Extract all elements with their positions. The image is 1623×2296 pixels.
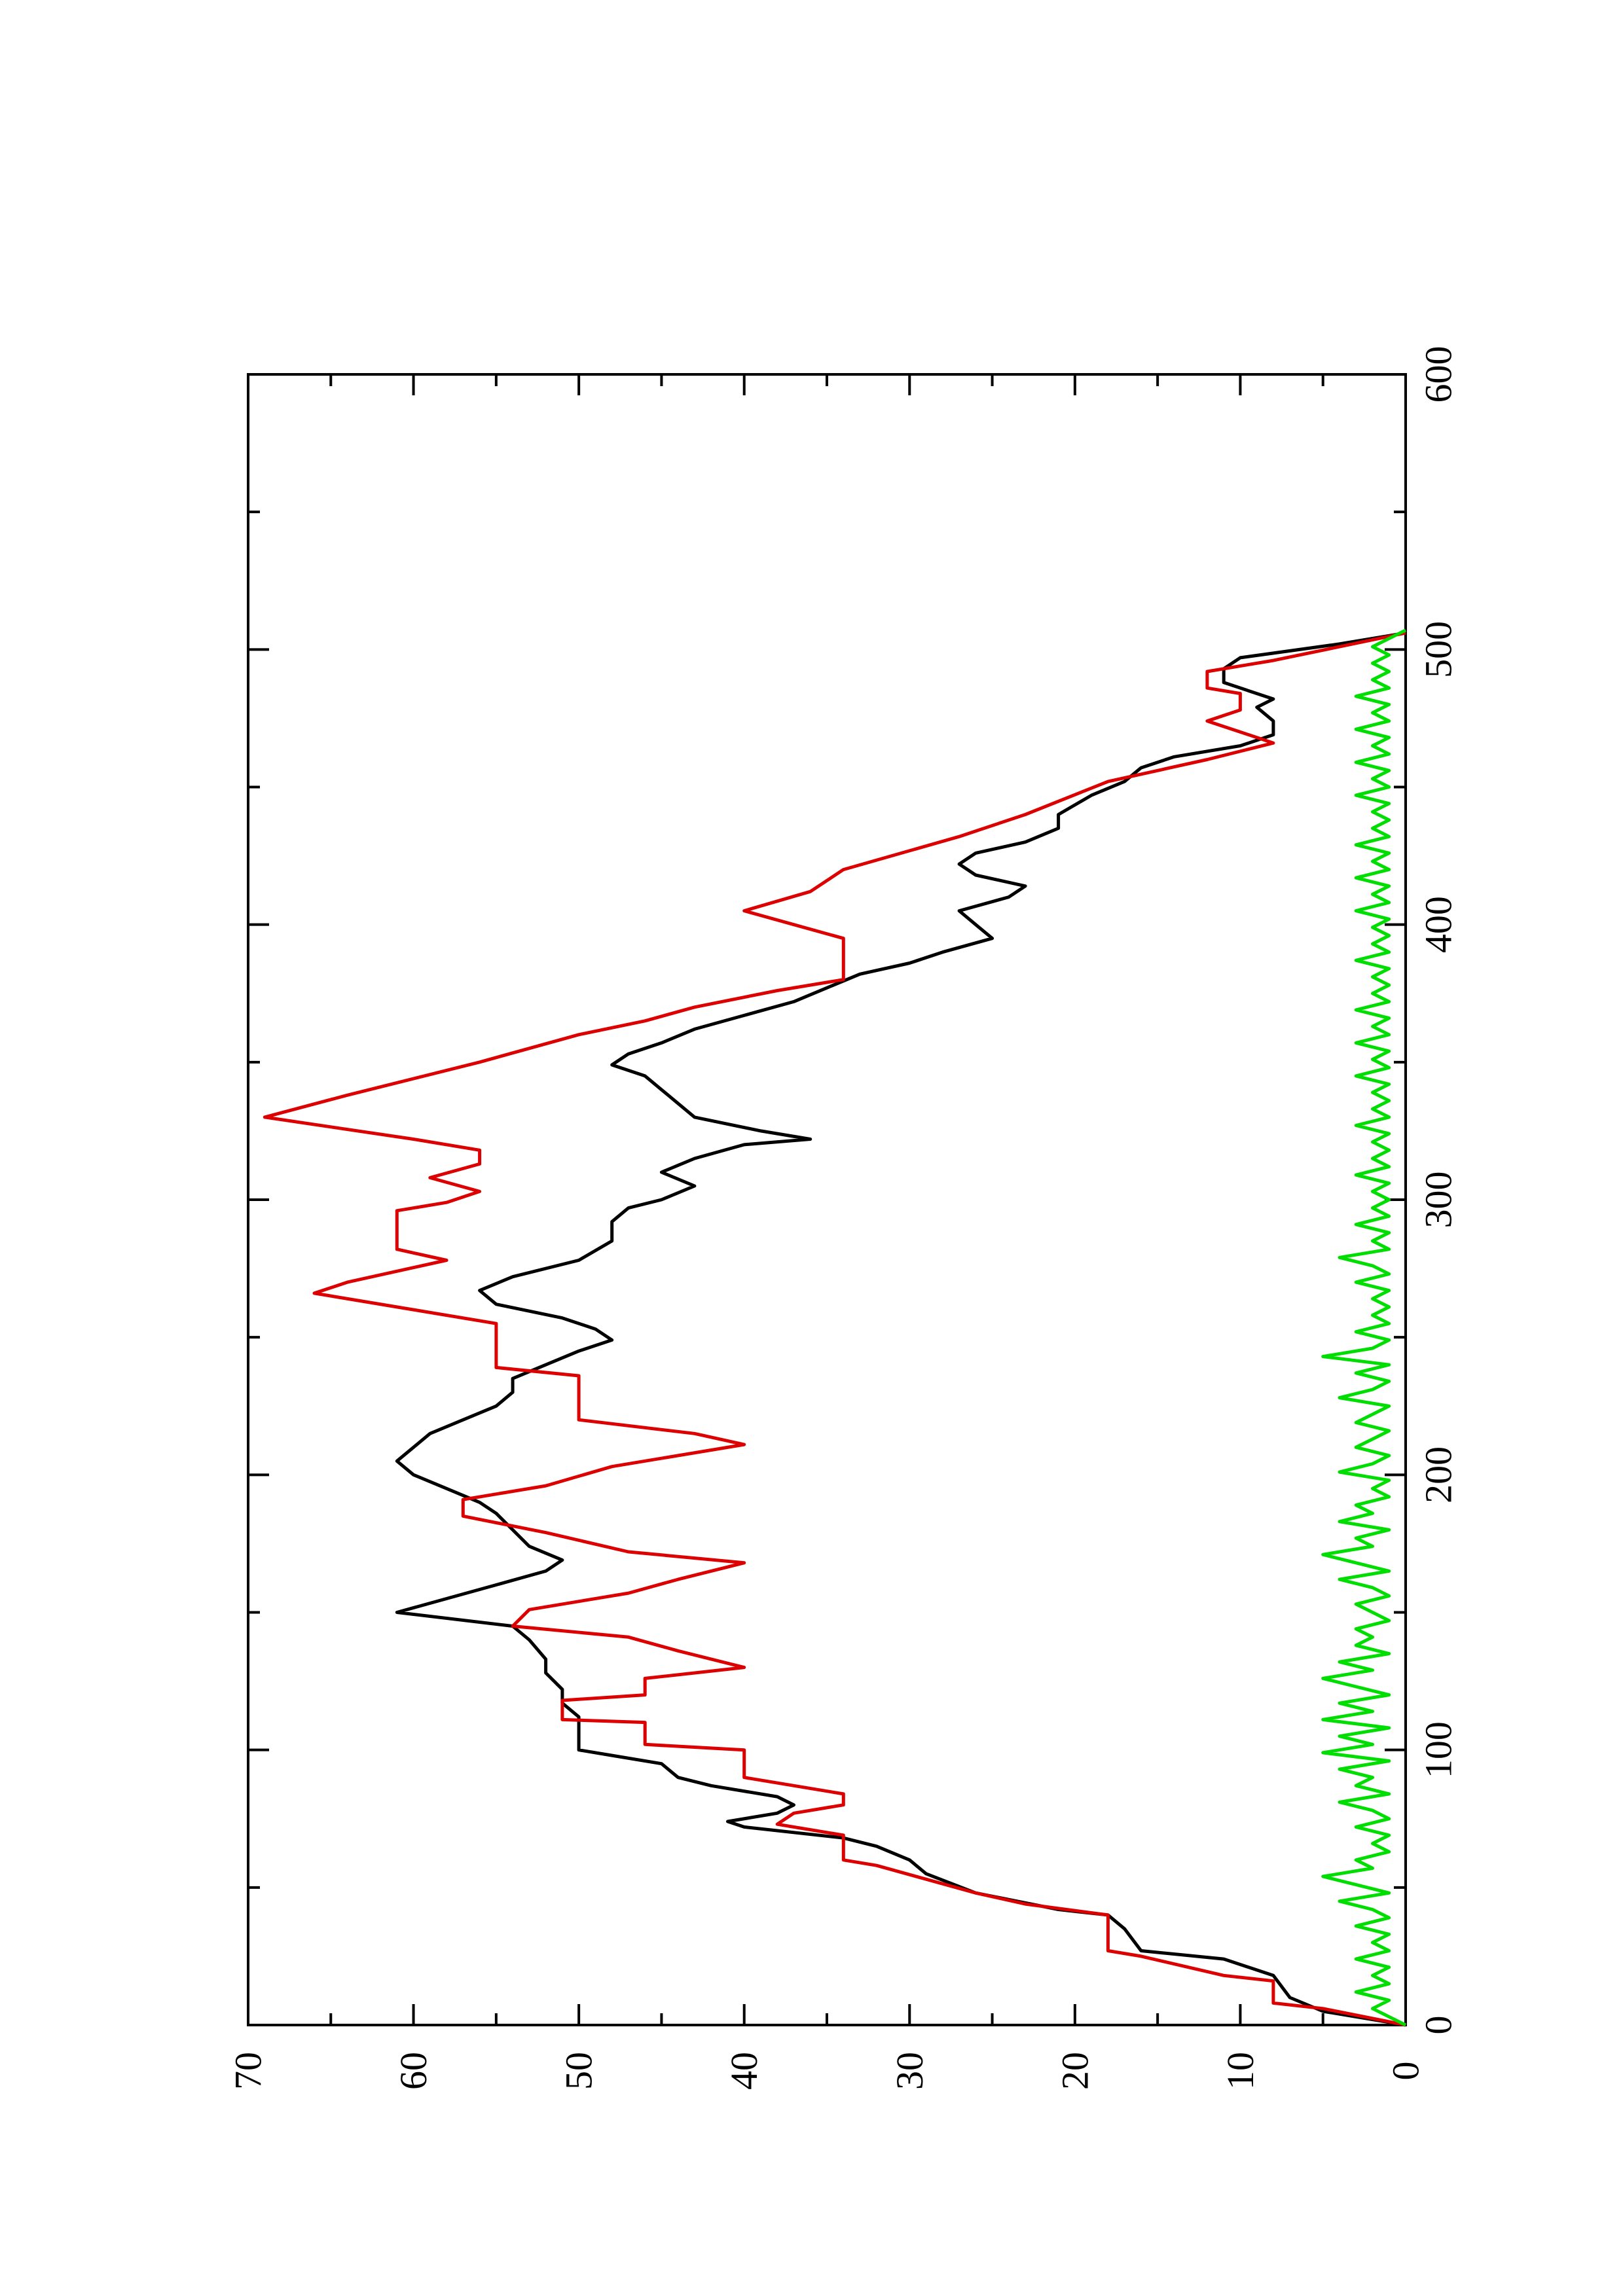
x-tick-label: 0 <box>1417 2016 1460 2035</box>
y-tick-label: 0 <box>1385 2062 1427 2081</box>
y-tick-label: 10 <box>1219 2052 1262 2090</box>
y-tick-label: 60 <box>392 2052 435 2090</box>
y-tick-label: 50 <box>558 2052 600 2090</box>
x-tick-label: 400 <box>1417 896 1460 953</box>
y-tick-label: 40 <box>723 2052 765 2090</box>
x-tick-label: 600 <box>1417 346 1460 403</box>
series-line-2 <box>263 631 1406 2027</box>
y-tick-label: 70 <box>227 2052 270 2090</box>
plot-frame <box>247 373 1407 2026</box>
y-tick-label: 20 <box>1053 2052 1096 2090</box>
x-tick-label: 100 <box>1417 1721 1460 1778</box>
axis-tick-labels: 0 100 200 300 400 500 600 0 10 20 30 40 50 60 70 <box>227 346 1460 2090</box>
y-tick-label: 30 <box>888 2052 931 2090</box>
axis-ticks <box>247 373 1407 2026</box>
series-group <box>263 628 1407 2027</box>
series-line-1 <box>395 631 1406 2027</box>
x-tick-label: 300 <box>1417 1172 1460 1229</box>
series-line-3 <box>1321 628 1407 2027</box>
x-tick-label: 500 <box>1417 621 1460 678</box>
x-tick-label: 200 <box>1417 1446 1460 1503</box>
